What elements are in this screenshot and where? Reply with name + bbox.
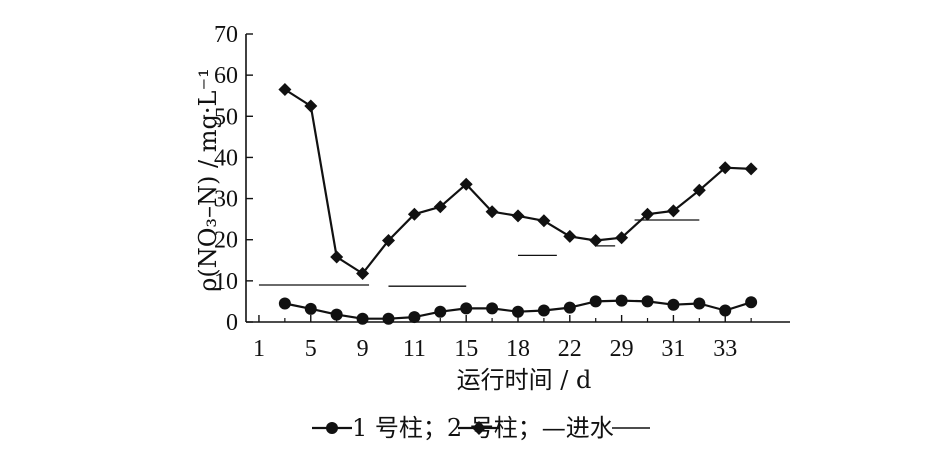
y-tick-label: 20 (214, 228, 238, 254)
x-tick-label: 11 (403, 336, 426, 362)
x-axis-title: 运行时间 / d (457, 366, 592, 394)
series-1-point (408, 311, 421, 324)
influent-lines (258, 219, 700, 287)
legend: 1 号柱；2 号柱；—进水 (312, 414, 650, 442)
legend-swatch-series-2 (458, 421, 500, 435)
series-1-point (434, 305, 447, 318)
series-1-point (745, 296, 758, 309)
series-2-point (589, 234, 603, 247)
series-2-point (641, 207, 654, 221)
x-tick-label: 29 (610, 336, 634, 362)
x-tick-label: 22 (558, 336, 582, 362)
axes (245, 33, 790, 323)
series-2-point (304, 99, 318, 113)
legend-swatch-series-1 (312, 422, 352, 434)
series-1-point (486, 302, 499, 315)
y-tick-label: 10 (214, 269, 238, 295)
y-tick-label: 50 (214, 104, 238, 130)
series-1-point (641, 295, 654, 308)
series-2-point (433, 200, 447, 214)
series-2-point (407, 207, 421, 221)
x-tick-label: 18 (506, 336, 530, 362)
x-tick-label: 33 (713, 336, 737, 362)
series-2-point (485, 205, 499, 219)
y-tick-label: 30 (214, 187, 238, 213)
series-1-point (382, 312, 395, 325)
series-markers (278, 83, 758, 325)
series-1-point (460, 302, 473, 315)
y-tick-label: 0 (226, 310, 238, 336)
series-2-point (382, 234, 395, 247)
x-tick-label: 1 (253, 336, 265, 362)
series-2-point (356, 267, 370, 280)
series-2-line (284, 88, 752, 275)
series-2-point (330, 250, 344, 264)
series-2-point (537, 214, 551, 228)
series-1-point (719, 304, 732, 317)
series-1-point (589, 295, 602, 308)
series-1-point (667, 298, 680, 311)
y-tick-label: 40 (214, 145, 238, 171)
x-tick-label: 9 (357, 336, 369, 362)
series-1-point (512, 305, 524, 318)
series-2-point (718, 161, 732, 175)
y-tick-label: 60 (214, 63, 238, 89)
series-2-point (563, 229, 577, 243)
series-1-point (330, 308, 343, 321)
series-1-point (278, 297, 291, 310)
y-axis-title: ρ(NO₃–N) / mg·L⁻¹ (194, 68, 222, 291)
x-tick-label: 15 (454, 336, 478, 362)
legend-text: 1 号柱；2 号柱；—进水 (352, 414, 614, 442)
series-1-point (615, 294, 628, 307)
series-1-point (563, 301, 576, 314)
series-1-point (356, 312, 369, 325)
series-1-point (304, 302, 317, 315)
series-1-point (537, 304, 550, 317)
series-2-point (692, 183, 706, 197)
y-tick-label: 70 (214, 22, 238, 48)
series-2-point (278, 83, 292, 96)
x-tick-label: 5 (305, 336, 317, 362)
series-2-point (744, 162, 758, 176)
x-tick-label: 31 (661, 336, 685, 362)
series-2-point (666, 204, 680, 218)
series-lines (284, 88, 752, 320)
series-2-point (615, 231, 629, 245)
series-2-point (459, 177, 473, 191)
series-2-point (511, 209, 525, 223)
series-1-point (693, 297, 706, 310)
